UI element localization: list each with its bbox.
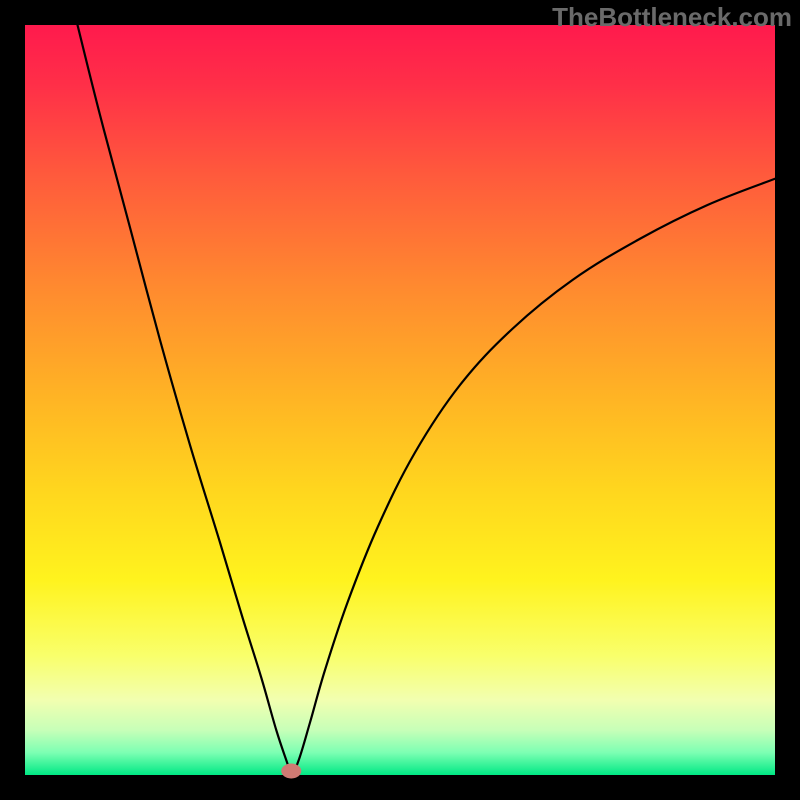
plot-area	[25, 25, 775, 775]
watermark-text: TheBottleneck.com	[552, 2, 792, 33]
chart-container: TheBottleneck.com	[0, 0, 800, 800]
bottleneck-curve	[25, 25, 775, 775]
minimum-marker	[282, 764, 302, 779]
